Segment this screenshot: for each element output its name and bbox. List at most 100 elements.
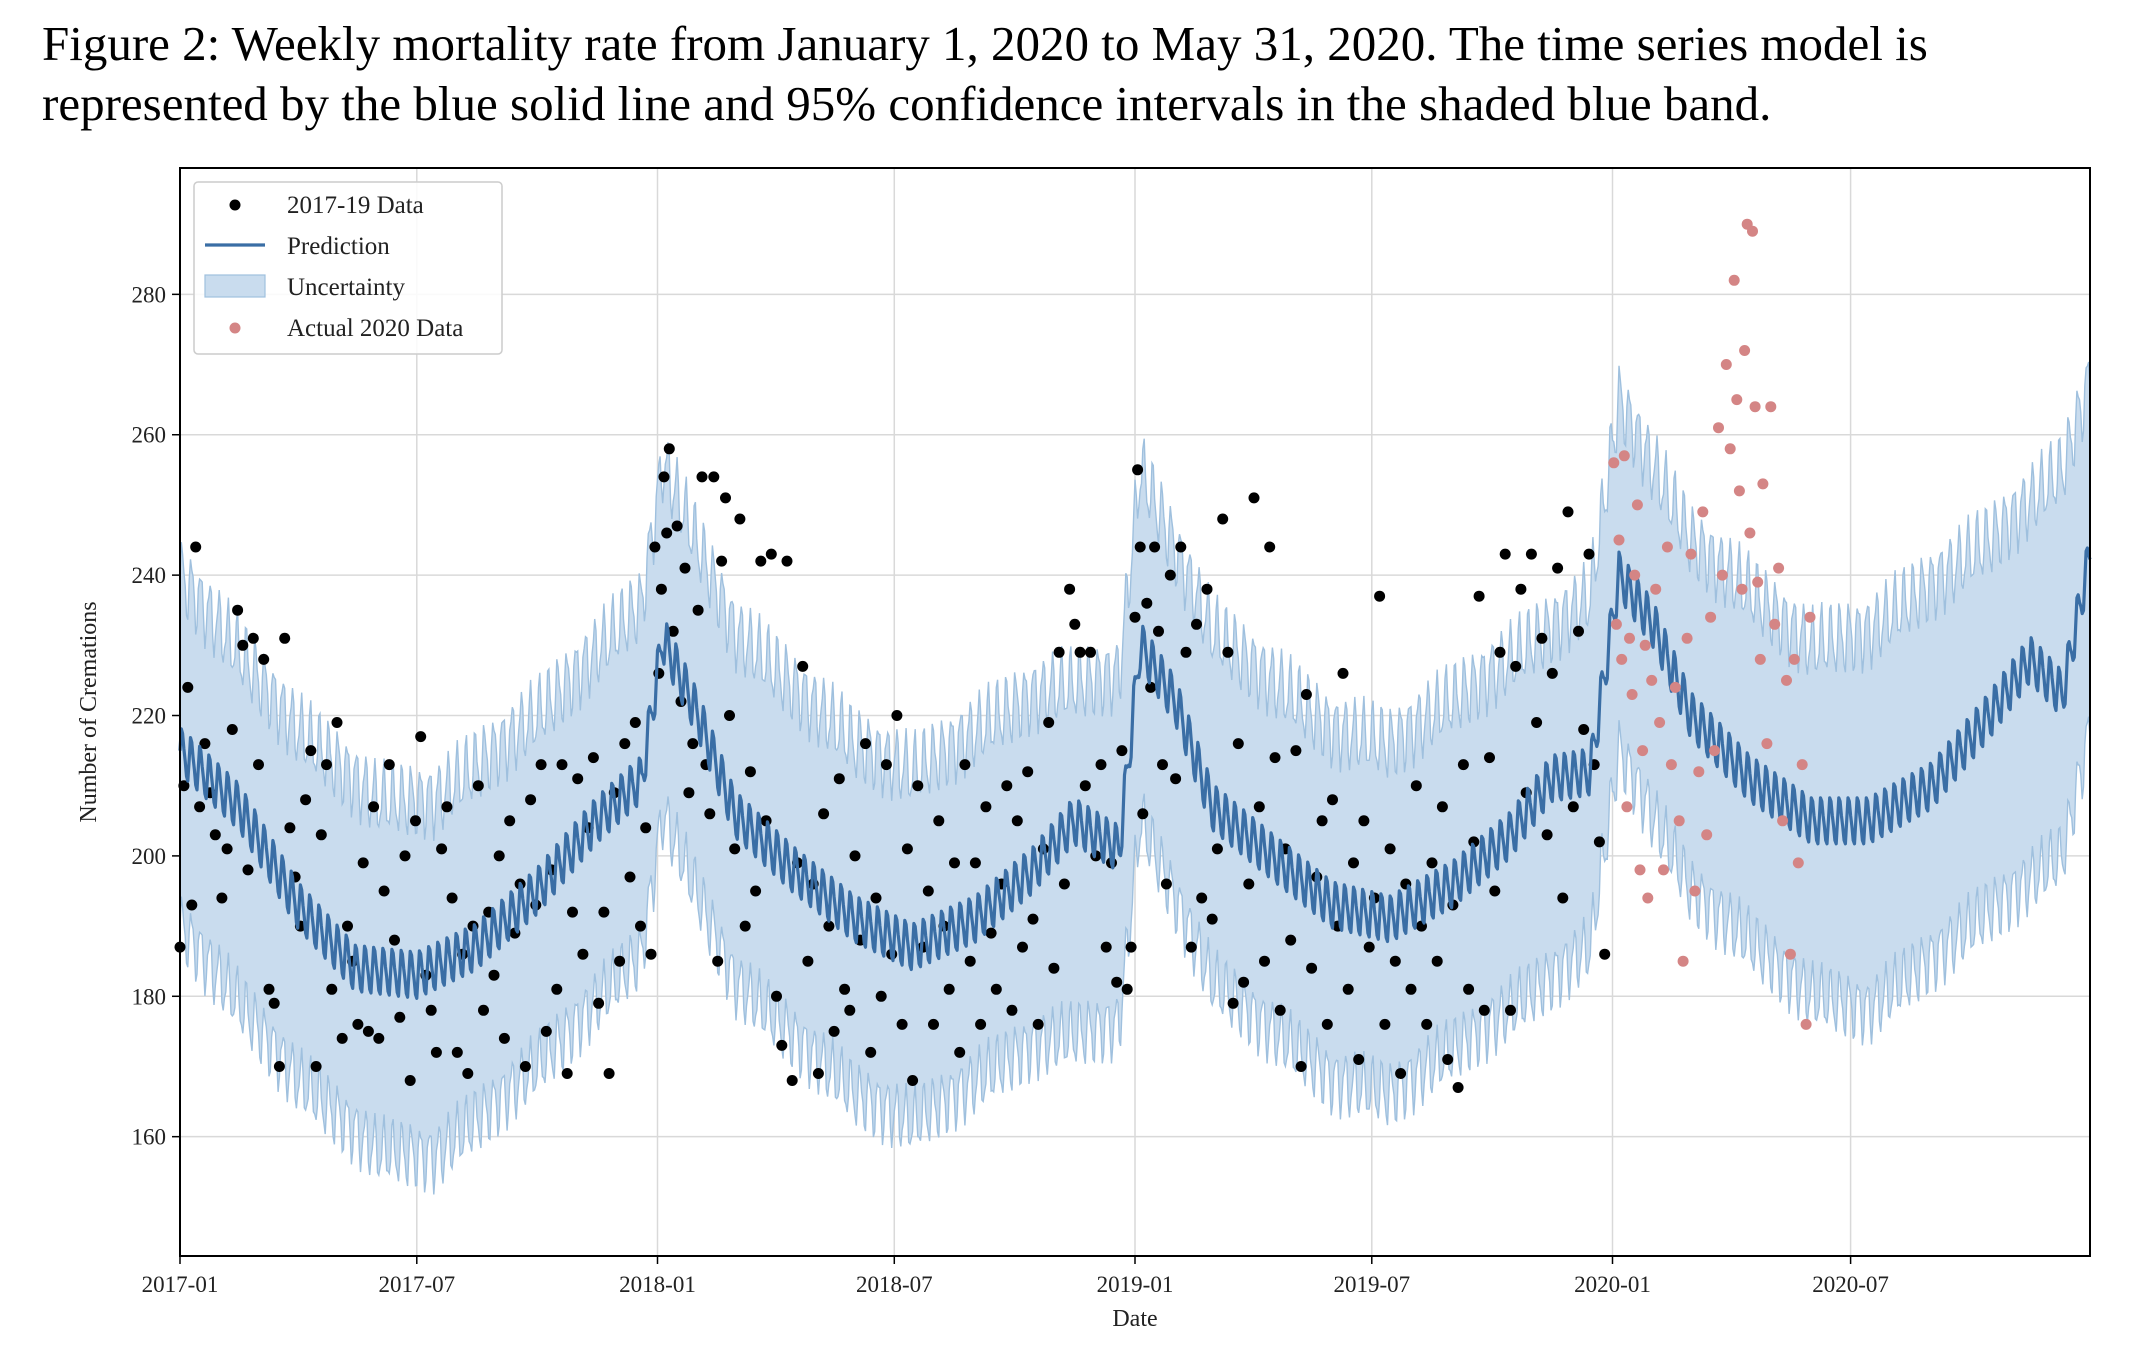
data-point-2017-19 bbox=[1175, 541, 1187, 553]
data-point-2017-19 bbox=[410, 815, 421, 827]
data-point-2017-19 bbox=[1248, 492, 1260, 504]
data-point-2017-19 bbox=[232, 604, 244, 616]
data-point-actual-2020 bbox=[1637, 745, 1649, 757]
data-point-2017-19 bbox=[696, 471, 708, 483]
data-point-2017-19 bbox=[1557, 892, 1569, 904]
data-point-2017-19 bbox=[1348, 857, 1359, 869]
data-point-2017-19 bbox=[504, 815, 516, 827]
data-point-2017-19 bbox=[720, 492, 731, 504]
x-axis-ticks: 2017-01 2017-07 2018-01 2018-07 2019-01 2019-… bbox=[142, 1256, 1889, 1297]
data-point-2017-19 bbox=[368, 801, 380, 813]
data-point-2017-19 bbox=[1137, 808, 1149, 820]
data-point-2017-19 bbox=[1525, 548, 1537, 560]
data-point-2017-19 bbox=[959, 759, 971, 771]
data-point-2017-19 bbox=[870, 892, 882, 904]
data-point-actual-2020 bbox=[1685, 548, 1697, 560]
data-point-2017-19 bbox=[378, 885, 390, 897]
data-point-2017-19 bbox=[1243, 878, 1255, 890]
data-point-2017-19 bbox=[462, 1068, 474, 1079]
data-point-2017-19 bbox=[1145, 681, 1157, 693]
data-point-2017-19 bbox=[1552, 562, 1564, 574]
data-point-2017-19 bbox=[567, 906, 578, 918]
data-point-2017-19 bbox=[1489, 885, 1501, 897]
data-point-2017-19 bbox=[1436, 801, 1448, 813]
data-point-2017-19 bbox=[441, 801, 453, 813]
data-point-2017-19 bbox=[658, 471, 670, 483]
data-point-2017-19 bbox=[1116, 745, 1128, 757]
data-point-actual-2020 bbox=[1761, 738, 1773, 750]
data-point-2017-19 bbox=[907, 1075, 919, 1086]
data-point-actual-2020 bbox=[1773, 562, 1785, 574]
data-point-2017-19 bbox=[1264, 541, 1276, 553]
data-point-2017-19 bbox=[704, 808, 716, 820]
data-point-2017-19 bbox=[1201, 583, 1213, 595]
data-point-2017-19 bbox=[1259, 955, 1270, 967]
y-tick-label: 260 bbox=[132, 423, 167, 448]
data-point-2017-19 bbox=[331, 717, 343, 728]
data-point-2017-19 bbox=[551, 983, 563, 995]
data-point-2017-19 bbox=[1121, 983, 1133, 995]
data-point-actual-2020 bbox=[1752, 576, 1764, 588]
data-point-2017-19 bbox=[629, 717, 641, 728]
data-point-2017-19 bbox=[1442, 1054, 1454, 1065]
legend-label-prediction: Prediction bbox=[287, 233, 390, 260]
data-point-2017-19 bbox=[865, 1046, 877, 1058]
data-point-2017-19 bbox=[716, 555, 728, 567]
data-point-2017-19 bbox=[712, 955, 724, 967]
data-point-2017-19 bbox=[683, 787, 695, 799]
data-point-2017-19 bbox=[1217, 513, 1229, 525]
data-point-actual-2020 bbox=[1669, 681, 1681, 693]
data-point-2017-19 bbox=[182, 681, 194, 693]
data-point-2017-19 bbox=[812, 1068, 824, 1079]
data-point-2017-19 bbox=[744, 766, 756, 778]
data-point-2017-19 bbox=[1327, 794, 1338, 806]
data-point-2017-19 bbox=[1032, 1018, 1044, 1030]
legend: 2017-19 Data Prediction Uncertainty Actu… bbox=[193, 181, 503, 355]
data-point-actual-2020 bbox=[1681, 632, 1693, 644]
data-point-2017-19 bbox=[315, 829, 327, 841]
data-point-2017-19 bbox=[880, 759, 892, 771]
data-point-2017-19 bbox=[1290, 745, 1302, 757]
data-point-2017-19 bbox=[472, 780, 484, 792]
data-point-2017-19 bbox=[661, 527, 673, 539]
data-point-2017-19 bbox=[247, 632, 259, 644]
data-point-2017-19 bbox=[556, 759, 568, 771]
data-point-2017-19 bbox=[305, 745, 317, 757]
data-point-2017-19 bbox=[954, 1046, 966, 1058]
data-point-2017-19 bbox=[1095, 759, 1107, 771]
data-point-2017-19 bbox=[1578, 724, 1590, 735]
x-tick-label: 2018-01 bbox=[619, 1272, 696, 1297]
data-point-actual-2020 bbox=[1739, 345, 1751, 356]
uncertainty-lower-edge bbox=[179, 716, 2091, 1195]
data-point-actual-2020 bbox=[1728, 274, 1740, 286]
data-point-2017-19 bbox=[1027, 913, 1039, 925]
data-point-actual-2020 bbox=[1749, 401, 1761, 413]
data-point-2017-19 bbox=[1064, 583, 1076, 595]
data-point-actual-2020 bbox=[1705, 611, 1717, 623]
x-tick-label: 2020-01 bbox=[1574, 1272, 1651, 1297]
data-point-actual-2020 bbox=[1658, 864, 1669, 876]
data-point-actual-2020 bbox=[1650, 583, 1662, 595]
data-point-2017-19 bbox=[1295, 1061, 1307, 1072]
data-point-2017-19 bbox=[765, 548, 777, 560]
data-point-2017-19 bbox=[1353, 1054, 1365, 1065]
data-point-2017-19 bbox=[823, 920, 835, 932]
data-point-actual-2020 bbox=[1673, 815, 1685, 827]
data-point-2017-19 bbox=[663, 443, 675, 455]
data-point-actual-2020 bbox=[1634, 864, 1646, 876]
prediction-path bbox=[178, 546, 2092, 1000]
x-axis-label: Date bbox=[1112, 1306, 1157, 1332]
y-tick-label: 280 bbox=[132, 282, 167, 307]
data-point-2017-19 bbox=[493, 850, 505, 862]
data-point-actual-2020 bbox=[1616, 653, 1628, 665]
data-point-2017-19 bbox=[1484, 752, 1495, 764]
data-point-2017-19 bbox=[964, 955, 976, 967]
data-point-2017-19 bbox=[561, 1068, 573, 1079]
data-point-2017-19 bbox=[614, 955, 626, 967]
data-point-2017-19 bbox=[980, 801, 992, 813]
data-point-2017-19 bbox=[373, 1032, 385, 1044]
data-point-2017-19 bbox=[394, 1011, 406, 1023]
data-point-2017-19 bbox=[587, 752, 599, 764]
data-point-2017-19 bbox=[1206, 913, 1218, 925]
data-point-2017-19 bbox=[199, 738, 211, 750]
